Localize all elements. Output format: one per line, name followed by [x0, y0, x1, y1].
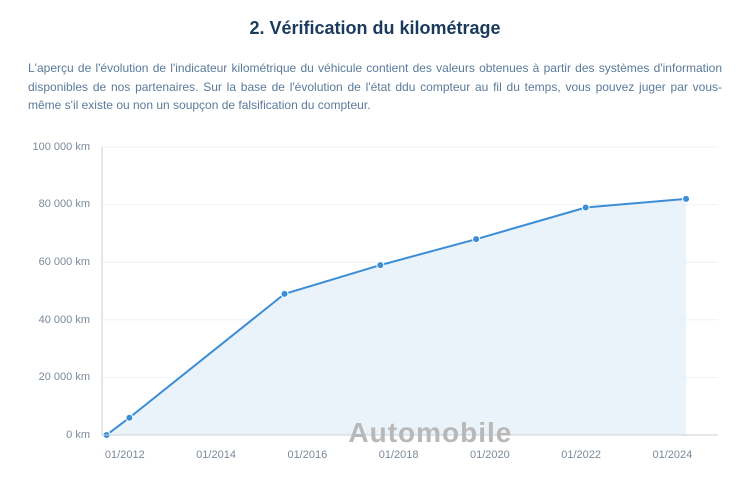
section-description: L'aperçu de l'évolution de l'indicateur …	[28, 59, 722, 115]
y-axis-tick-label: 60 000 km	[20, 256, 90, 268]
x-axis-tick-label: 01/2024	[652, 449, 692, 461]
y-axis-tick-label: 20 000 km	[20, 371, 90, 383]
y-axis-tick-label: 0 km	[20, 429, 90, 441]
y-axis-tick-label: 40 000 km	[20, 314, 90, 326]
x-axis-tick-label: 01/2012	[105, 449, 145, 461]
mileage-chart: 0 km20 000 km40 000 km60 000 km80 000 km…	[28, 137, 722, 467]
y-axis-tick-label: 80 000 km	[20, 198, 90, 210]
x-axis-tick-label: 01/2016	[287, 449, 327, 461]
x-axis-tick-label: 01/2020	[470, 449, 510, 461]
section-title: 2. Vérification du kilométrage	[28, 18, 722, 39]
x-axis-tick-label: 01/2014	[196, 449, 236, 461]
y-axis-tick-label: 100 000 km	[20, 141, 90, 153]
chart-svg	[28, 137, 722, 467]
x-axis-tick-label: 01/2018	[379, 449, 419, 461]
x-axis-tick-label: 01/2022	[561, 449, 601, 461]
